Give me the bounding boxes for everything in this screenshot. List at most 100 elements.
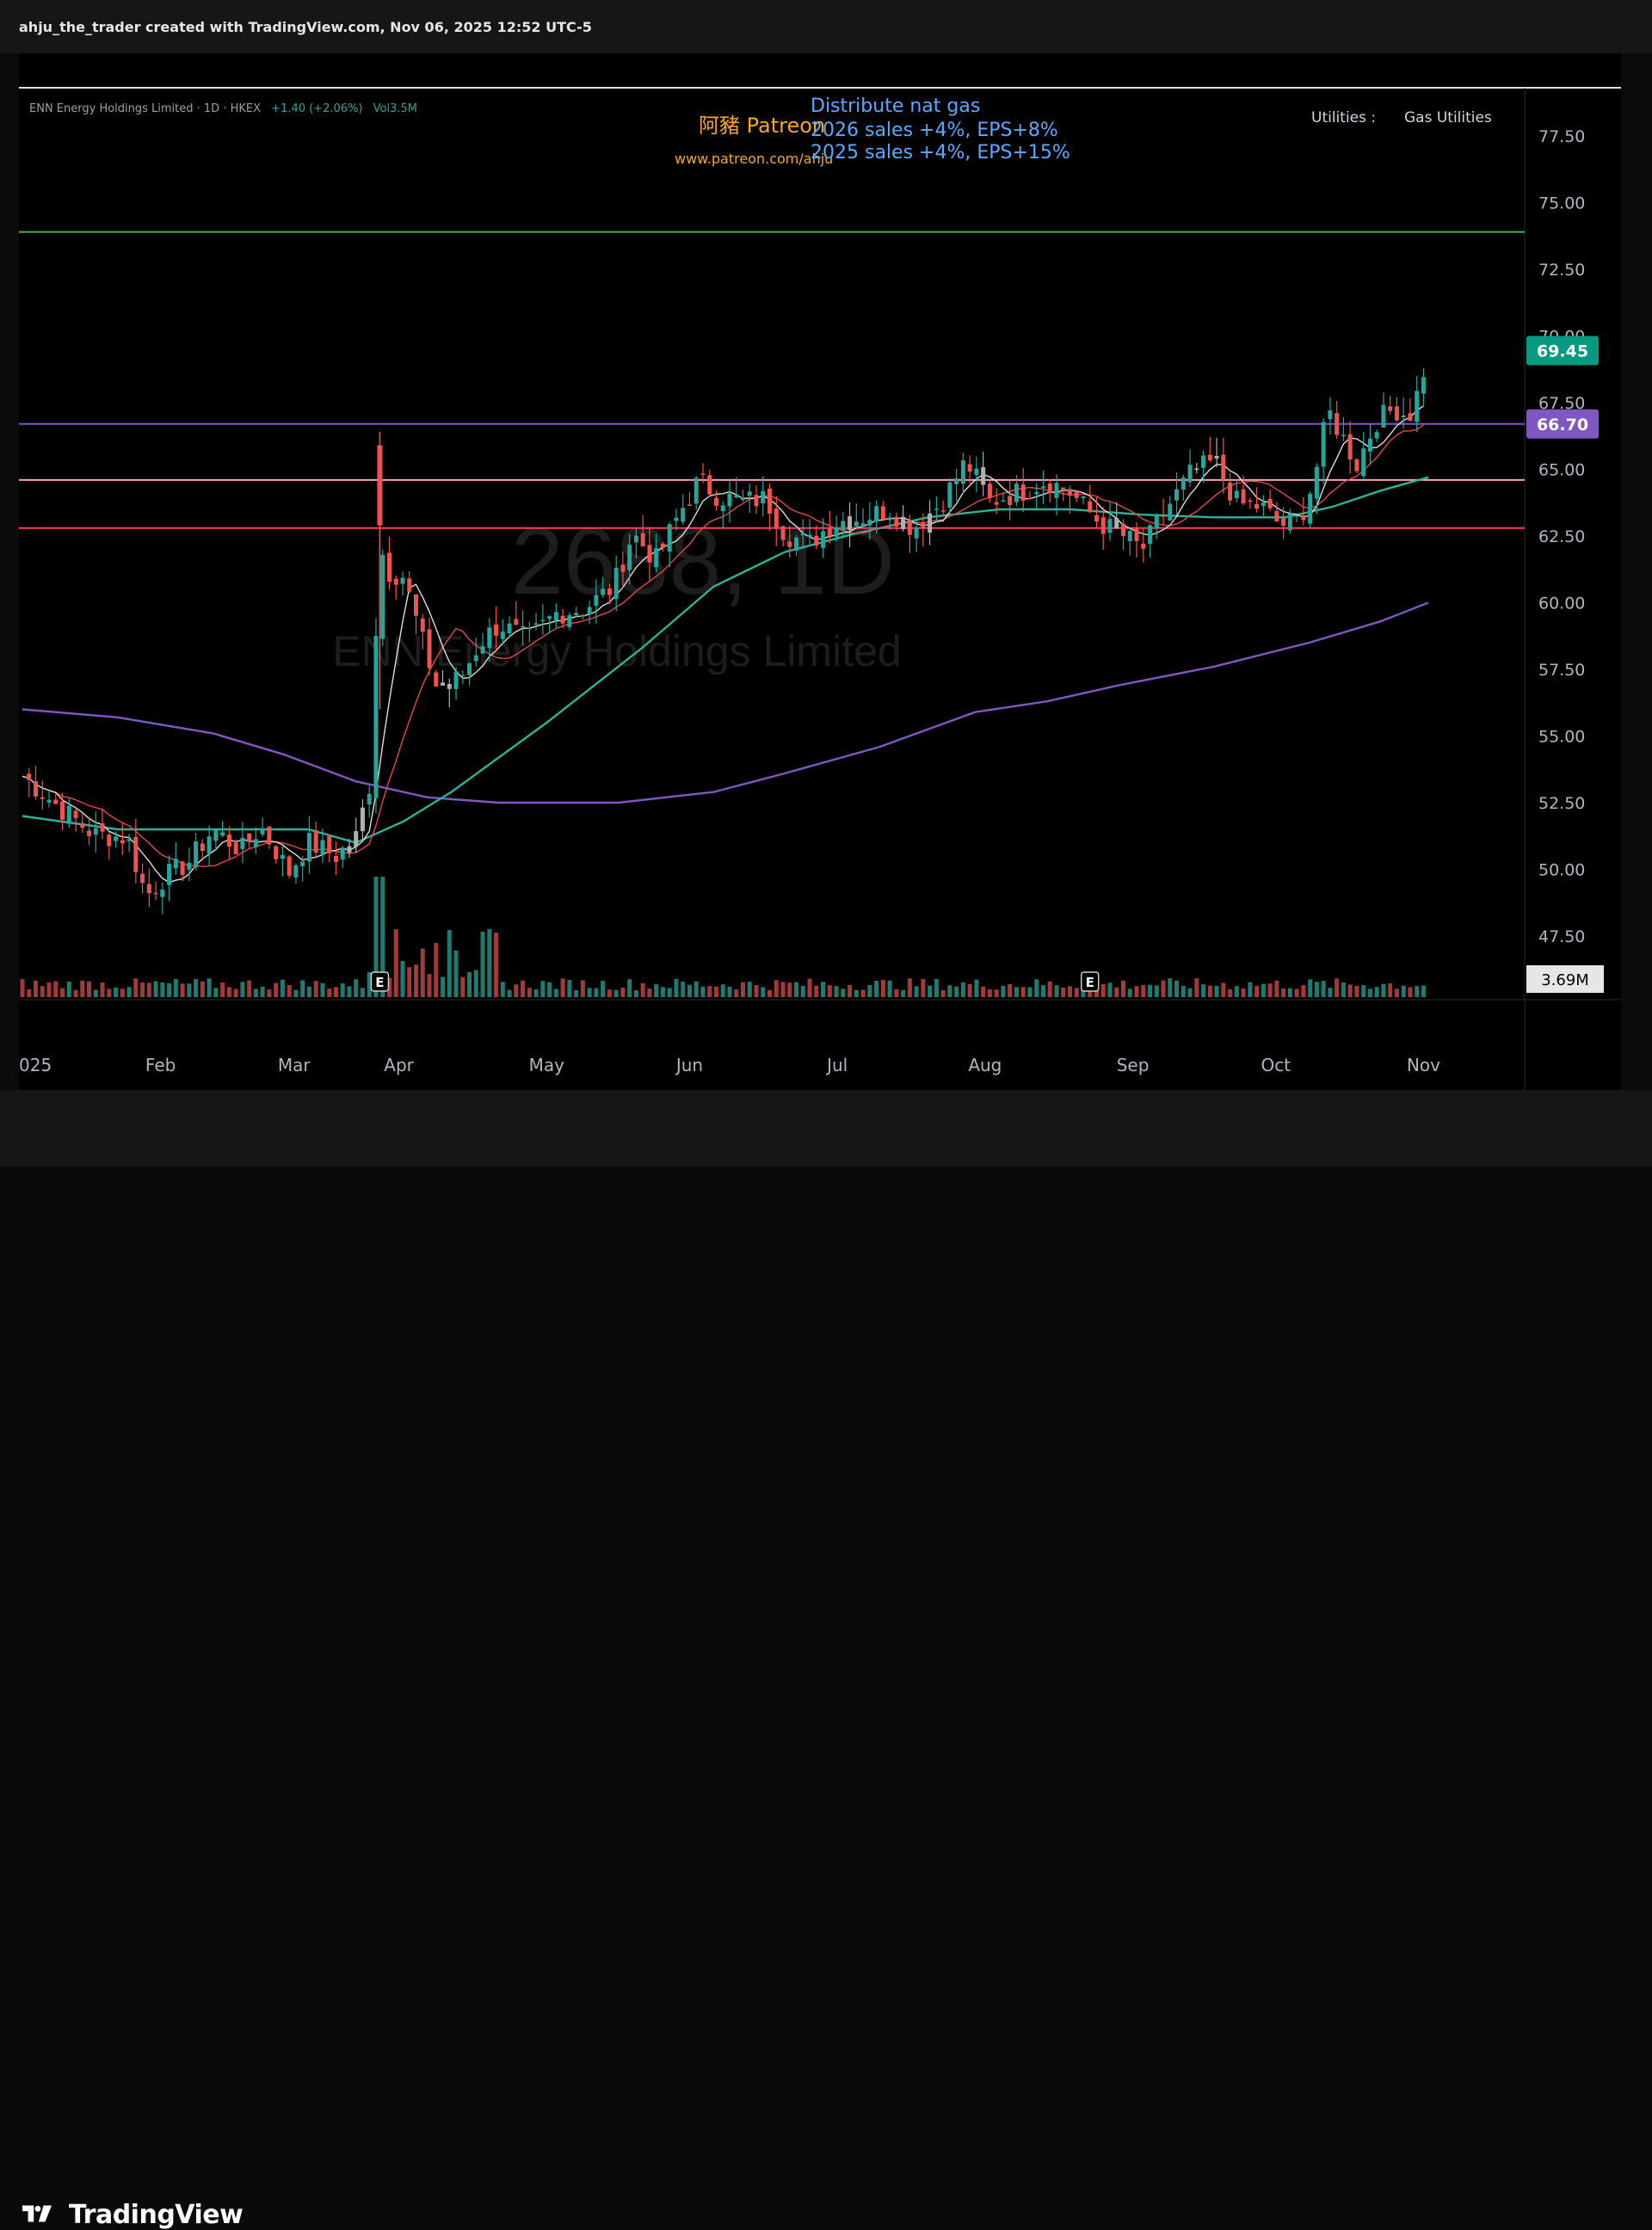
volume-bar [1034, 979, 1039, 997]
candle-body [420, 618, 425, 632]
candle-body [387, 552, 392, 582]
candle-body [107, 835, 112, 847]
candle-body [1287, 513, 1292, 531]
candle-body [1281, 518, 1286, 527]
candle-body [1328, 410, 1333, 420]
candle-body [1194, 468, 1199, 471]
watermark-ticker: 2688, 1D [511, 508, 895, 614]
time-axis[interactable]: 025 Feb Mar Apr May Jun Jul Aug Sep Oct Nov [19, 1055, 1440, 1075]
candle-body [514, 619, 519, 625]
candle-body [1274, 511, 1279, 522]
volume-bar [954, 986, 959, 997]
volume-bar [1321, 981, 1326, 997]
price-axis[interactable]: 77.5075.0072.5070.0067.5065.0062.5060.00… [1538, 127, 1585, 946]
volume-bar [180, 983, 185, 997]
price-label-text: 69.45 [1537, 342, 1588, 361]
x-tick-label: Feb [145, 1055, 176, 1075]
volume-bar [667, 988, 672, 997]
candle-body [153, 892, 158, 895]
volume-bar [987, 989, 992, 997]
candle-body [928, 513, 933, 533]
volume-bar [1388, 983, 1393, 997]
candle-body [587, 607, 592, 614]
volume-bar [220, 982, 225, 997]
volume-bar [253, 989, 258, 997]
volume-bar [521, 980, 526, 997]
candle-body [613, 567, 619, 600]
candle-body [500, 631, 505, 639]
price-label-box [1526, 409, 1599, 439]
y-tick-label: 52.50 [1538, 794, 1585, 813]
candle-body [287, 856, 292, 876]
candle-body [427, 629, 432, 668]
volume-bar [187, 983, 192, 997]
candle-body [400, 577, 405, 584]
volume-bar [880, 979, 885, 997]
candle-body [601, 588, 606, 595]
earnings-marker-box[interactable] [370, 971, 390, 992]
volume-bar [747, 982, 752, 997]
candle-body [1401, 415, 1406, 417]
candle-body [981, 467, 986, 485]
candle-body [27, 773, 32, 780]
volume-bar [620, 987, 626, 997]
candle-body [880, 506, 885, 521]
x-tick-label: Sep [1117, 1055, 1150, 1075]
candle-body [1067, 489, 1072, 496]
candle-body [921, 522, 926, 529]
volume-bar [887, 980, 892, 997]
candle-body [1347, 434, 1353, 460]
candle-body [434, 672, 439, 687]
candle-body [360, 807, 365, 832]
earnings-marker-label: E [375, 975, 384, 990]
volume-bar [1341, 982, 1346, 997]
candle-body [367, 793, 372, 805]
candle-body [540, 619, 546, 621]
volume-bar [1254, 986, 1260, 997]
volume-bar [280, 979, 285, 997]
volume-bar [333, 987, 338, 997]
volume-bar [720, 984, 725, 997]
candle-body [494, 625, 499, 636]
legend-symbol: ENN Energy Holdings Limited · 1D · HKEX … [29, 102, 417, 115]
volume-bar [453, 950, 459, 997]
candle-body [1254, 503, 1260, 509]
volume-bar [647, 988, 652, 997]
volume-bar [914, 986, 919, 997]
volume-bar [1415, 986, 1420, 997]
candle-body [73, 810, 78, 818]
candle-body [1341, 434, 1346, 436]
candle-body [1187, 465, 1193, 483]
candle-body [53, 799, 59, 804]
volume-bar [981, 986, 986, 997]
candle-body [834, 527, 839, 537]
candle-body [1294, 515, 1299, 517]
volume-bar [1354, 985, 1359, 997]
volume-bar [100, 983, 105, 997]
chart-area[interactable]: 2688, 1D ENN Energy Holdings Limited ENN… [19, 53, 1621, 1090]
candle-body [280, 854, 285, 859]
candle-body [1114, 518, 1119, 529]
volume-bar [640, 983, 645, 997]
candle-body [767, 488, 773, 514]
volume-bar [460, 976, 465, 997]
y-tick-label: 47.50 [1538, 927, 1585, 946]
candle-body [1180, 477, 1186, 490]
volume-bar [780, 982, 786, 997]
volume-bar [46, 983, 52, 997]
candle-body [1020, 484, 1026, 501]
volume-bar [340, 983, 345, 997]
candle-body [1074, 491, 1079, 499]
earnings-marker-box[interactable] [1080, 971, 1100, 992]
candle-body [1408, 413, 1413, 422]
moving-average-line-1 [22, 476, 1429, 844]
candle-body [167, 864, 172, 885]
price-chart[interactable]: 2688, 1D ENN Energy Holdings Limited ENN… [19, 53, 1621, 1090]
candle-body [1221, 454, 1226, 480]
x-tick-label: May [529, 1055, 565, 1075]
candle-body [1321, 422, 1326, 467]
volume-bar [814, 985, 819, 997]
volume-bar [1020, 987, 1026, 997]
volume-bar [1221, 983, 1226, 997]
